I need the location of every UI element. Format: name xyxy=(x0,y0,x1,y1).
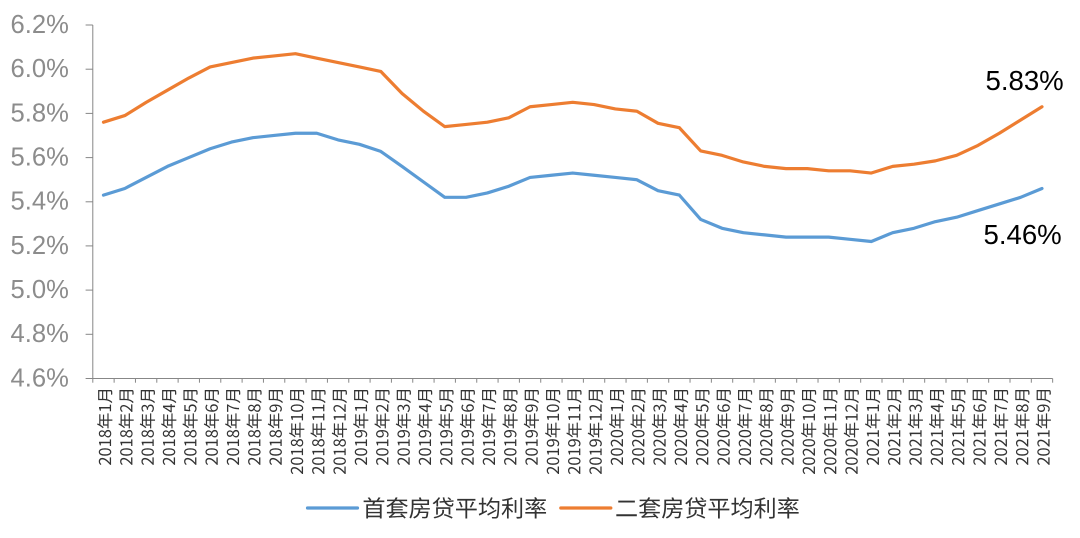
svg-text:5.8%: 5.8% xyxy=(11,99,69,127)
svg-text:4.6%: 4.6% xyxy=(11,364,69,392)
svg-text:5.4%: 5.4% xyxy=(11,188,69,216)
svg-text:5.6%: 5.6% xyxy=(11,144,69,172)
svg-text:6.0%: 6.0% xyxy=(11,55,69,83)
svg-text:5.83%: 5.83% xyxy=(985,65,1063,96)
svg-text:5.2%: 5.2% xyxy=(11,232,69,260)
svg-text:4.8%: 4.8% xyxy=(11,320,69,348)
svg-text:6.2%: 6.2% xyxy=(11,11,69,39)
svg-text:5.0%: 5.0% xyxy=(11,276,69,304)
svg-text:5.46%: 5.46% xyxy=(983,219,1061,250)
